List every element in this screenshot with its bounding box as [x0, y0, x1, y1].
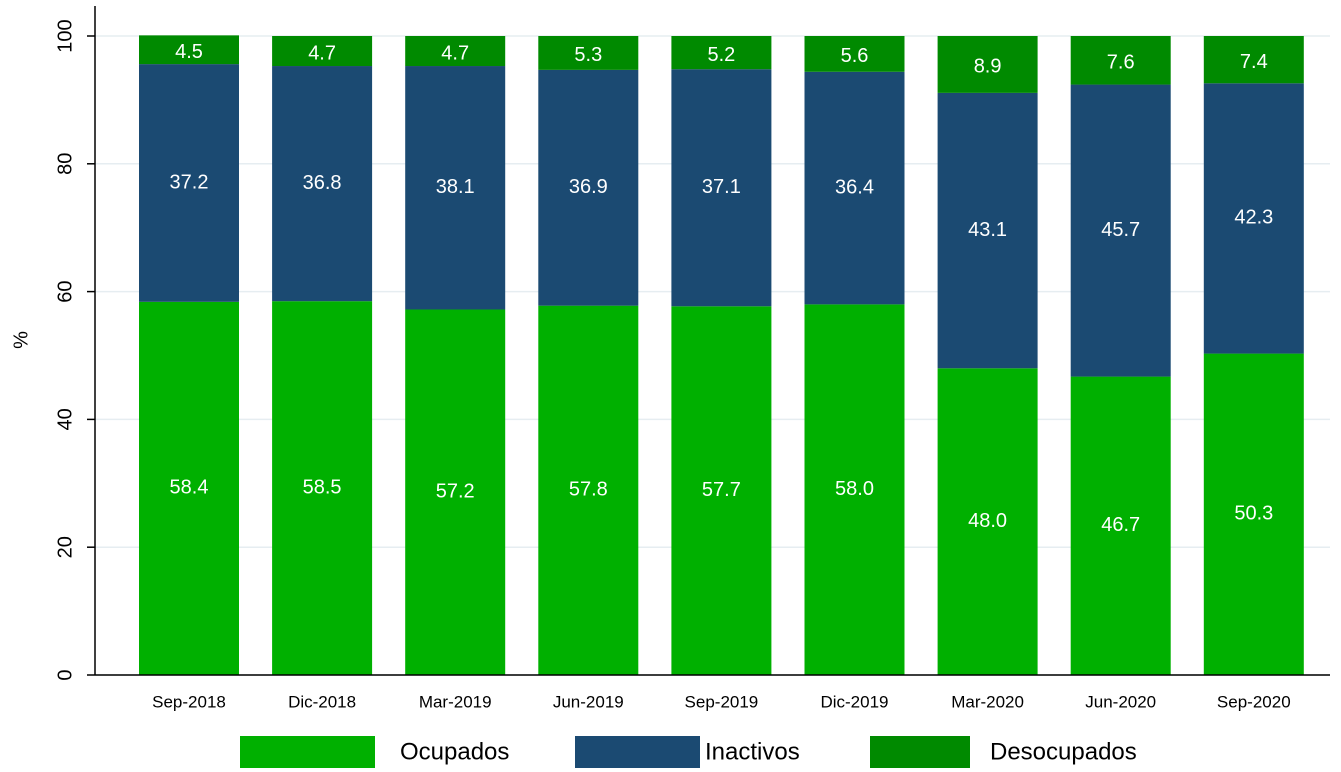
x-tick-label: Sep-2020	[1217, 692, 1291, 711]
x-tick-label: Dic-2018	[288, 692, 356, 711]
value-label: 48.0	[968, 510, 1007, 532]
value-label: 58.5	[303, 476, 342, 498]
value-label: 8.9	[974, 56, 1002, 78]
y-tick-label: 20	[54, 536, 76, 558]
value-label: 7.4	[1240, 51, 1268, 73]
x-tick-label: Mar-2020	[951, 692, 1024, 711]
value-label: 5.3	[574, 44, 602, 66]
legend-swatch	[870, 736, 970, 768]
y-tick-label: 0	[54, 669, 76, 680]
legend-swatch	[240, 736, 375, 768]
bar-segment	[1070, 36, 1171, 85]
value-label: 36.9	[569, 176, 608, 198]
bar-segment	[1070, 84, 1171, 377]
bar-segment	[538, 69, 639, 306]
y-tick-label: 80	[54, 153, 76, 175]
bar-segment	[538, 305, 639, 675]
bar-segment	[804, 71, 905, 305]
legend-label: Ocupados	[400, 738, 509, 765]
value-label: 43.1	[968, 219, 1007, 241]
value-label: 42.3	[1234, 207, 1273, 229]
x-tick-label: Sep-2019	[685, 692, 759, 711]
bar-segment	[139, 301, 239, 675]
bar-segment	[1203, 83, 1304, 354]
value-label: 7.6	[1107, 52, 1135, 74]
y-tick-label: 40	[54, 408, 76, 430]
value-label: 36.8	[303, 172, 342, 194]
bar-segment	[937, 36, 1038, 93]
x-tick-label: Jun-2019	[553, 692, 624, 711]
value-label: 37.1	[702, 176, 741, 198]
x-tick-label: Sep-2018	[152, 692, 226, 711]
y-axis-label: %	[10, 331, 32, 349]
bar-segment	[405, 66, 506, 310]
bar-segment	[272, 36, 373, 67]
value-label: 36.4	[835, 176, 874, 198]
bar-segment	[272, 66, 373, 302]
bar-segment	[538, 36, 639, 70]
value-label: 58.4	[170, 477, 209, 499]
bar-segment	[1203, 353, 1304, 675]
legend-label: Desocupados	[990, 738, 1137, 765]
bar-segment	[804, 304, 905, 675]
bar-segment	[671, 36, 772, 70]
x-tick-label: Mar-2019	[419, 692, 492, 711]
value-label: 45.7	[1101, 219, 1140, 241]
bar-segment	[139, 64, 239, 302]
value-label: 5.2	[707, 44, 735, 66]
value-label: 57.7	[702, 479, 741, 501]
value-label: 4.7	[308, 42, 336, 64]
bar-segment	[671, 306, 772, 675]
y-tick-label: 60	[54, 280, 76, 302]
legend-swatch	[575, 736, 700, 768]
y-tick-label: 100	[54, 19, 76, 52]
bar-segment	[671, 69, 772, 307]
x-tick-label: Dic-2019	[820, 692, 888, 711]
bar-segment	[937, 368, 1038, 675]
x-tick-label: Jun-2020	[1085, 692, 1156, 711]
bar-segment	[937, 92, 1038, 369]
legend-label: Inactivos	[705, 738, 800, 765]
value-label: 38.1	[436, 176, 475, 198]
bar-segment	[405, 309, 506, 675]
bar-segment	[405, 36, 506, 67]
value-label: 57.8	[569, 479, 608, 501]
value-label: 4.5	[175, 41, 203, 63]
value-label: 46.7	[1101, 514, 1140, 536]
bar-segment	[139, 35, 239, 65]
bar-segment	[1070, 376, 1171, 675]
value-label: 5.6	[841, 45, 869, 67]
bar-segment	[804, 36, 905, 72]
value-label: 50.3	[1234, 503, 1273, 525]
value-label: 57.2	[436, 481, 475, 503]
value-label: 4.7	[441, 42, 469, 64]
value-label: 58.0	[835, 478, 874, 500]
bar-segment	[272, 301, 373, 675]
bar-segment	[1203, 36, 1304, 84]
value-label: 37.2	[170, 171, 209, 193]
